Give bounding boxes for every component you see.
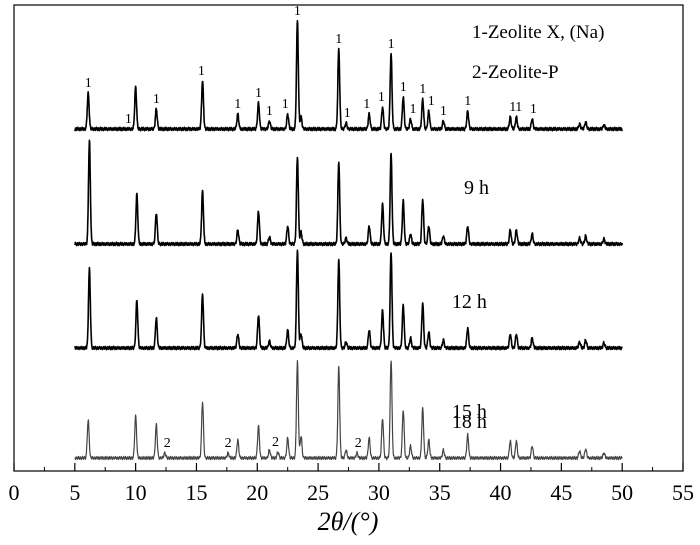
peak-label: 2 [355,436,362,451]
peak-label: 1 [409,102,416,117]
peak-label: 2 [225,436,232,451]
series-line [74,249,623,351]
series-line [74,360,623,461]
peak-label: 1 [266,104,273,119]
x-tick-label: 25 [307,480,329,505]
x-axis-ticks: 0 5 10 15 20 25 30 35 40 45 50 55 [9,463,694,505]
series-label: 15 h [452,401,487,423]
series-layer [74,19,623,461]
peak-label: 1 [344,106,351,121]
x-axis-label: 2θ/(°) [318,507,379,536]
peak-label: 1 [464,94,471,109]
legend-entry-2: 2-Zeolite-P [472,62,559,83]
peak-label: 1 [509,100,516,115]
series-line [74,19,623,132]
x-tick-label: 40 [490,480,512,505]
peak-label: 1 [530,102,537,117]
series-label: 9 h [464,177,489,199]
x-tick-label: 35 [429,480,451,505]
peak-label: 2 [272,435,279,450]
peak-label: 1 [255,86,262,101]
peak-label: 1 [388,37,395,52]
x-tick-label: 20 [246,480,268,505]
peak-label: 1 [198,64,205,79]
x-tick-label: 30 [368,480,390,505]
peak-label: 1 [294,4,301,19]
peak-label: 1 [153,92,160,107]
legend: 1-Zeolite X, (Na) 2-Zeolite-P [472,22,604,83]
x-tick-label: 50 [611,480,633,505]
peak-label: 1 [335,32,342,47]
peak-label: 1 [234,97,241,112]
peak-label: 1 [378,90,385,105]
series-label-layer: 9 h 12 h 15 h18 h [452,177,489,433]
x-tick-label: 5 [69,480,80,505]
x-tick-label: 15 [185,480,207,505]
peak-label: 1 [363,97,370,112]
series-label: 12 h [452,291,487,313]
series-line [74,139,623,247]
peak-label: 2 [164,436,171,451]
x-tick-label: 0 [9,480,20,505]
peak-label: 1 [515,100,522,115]
peak-label: 1 [400,80,407,95]
series-label: 18 h [452,411,487,433]
peak-label: 1 [428,94,435,109]
legend-entry-1: 1-Zeolite X, (Na) [472,22,604,43]
peak-label: 1 [282,97,289,112]
x-tick-label: 55 [672,480,694,505]
peak-label: 1 [125,112,132,127]
peak-label: 1 [440,104,447,119]
x-tick-label: 45 [550,480,572,505]
plot-area-frame [13,4,684,472]
peak-label: 1 [419,82,426,97]
peak-label: 1 [85,76,92,91]
x-tick-label: 10 [125,480,147,505]
